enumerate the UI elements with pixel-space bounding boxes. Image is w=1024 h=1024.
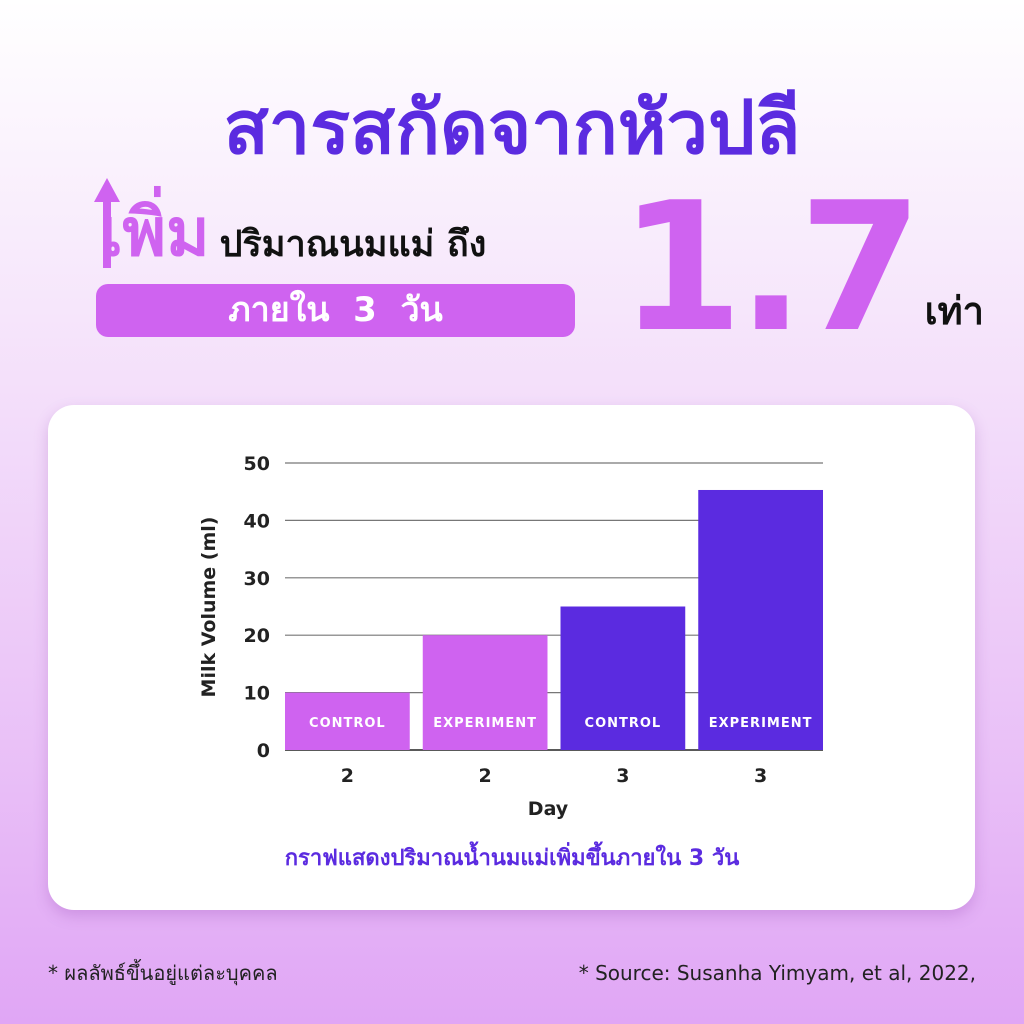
arrow-up-icon (94, 178, 120, 268)
multiplier-row: 1.7 เท่า (619, 178, 984, 358)
increase-word: เพิ่ม (100, 194, 210, 271)
multiplier-value: 1.7 (619, 164, 922, 371)
chart-card (48, 405, 975, 910)
source-citation: * Source: Susanha Yimyam, et al, 2022, (578, 961, 976, 985)
headline-row: เพิ่ม ปริมาณนมแม่ ถึง (100, 188, 486, 278)
times-word: เท่า (924, 289, 984, 333)
page-title: สารสกัดจากหัวปลี (223, 85, 801, 171)
subtitle: ปริมาณนมแม่ ถึง (219, 224, 487, 265)
duration-badge: ภายใน 3 วัน (96, 284, 575, 337)
disclaimer-note: * ผลลัพธ์ขึ้นอยู่แต่ละบุคคล (48, 961, 278, 985)
